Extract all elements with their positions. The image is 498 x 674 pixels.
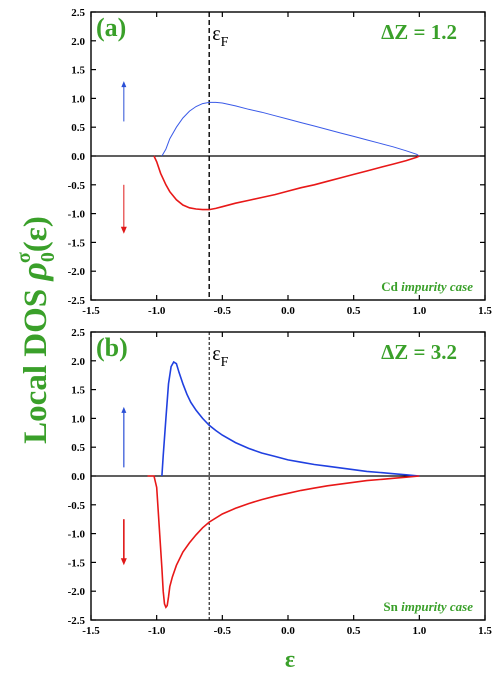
- x-tick-label: 0.5: [347, 305, 361, 317]
- y-axis-label: Local DOS ρ0σ(ε): [13, 216, 59, 444]
- fermi-level-label: εF: [212, 23, 228, 50]
- panel-label: (a): [96, 13, 126, 42]
- y-axis-label-sub: 0: [37, 252, 59, 262]
- x-axis-label: ε: [285, 647, 295, 673]
- spin-up-curve: [161, 101, 420, 157]
- spin-up-arrow-icon: [121, 81, 127, 122]
- y-tick-label: -0.5: [68, 500, 86, 512]
- y-tick-label: 2.5: [71, 327, 85, 339]
- spin-up-curve: [161, 360, 420, 477]
- y-tick-label: 1.5: [71, 385, 85, 397]
- x-tick-label: -0.5: [214, 305, 232, 317]
- y-tick-label: -1.5: [68, 557, 86, 569]
- x-tick-label: 1.0: [412, 625, 426, 637]
- impurity-case-label: Sn impurity case: [383, 599, 473, 614]
- y-tick-label: -2.0: [68, 266, 86, 278]
- y-tick-label: 2.5: [71, 7, 85, 19]
- spin-down-curve: [153, 155, 420, 211]
- x-tick-label: 1.5: [478, 305, 492, 317]
- y-tick-label: -0.5: [68, 180, 86, 192]
- x-tick-label: 0.0: [281, 305, 295, 317]
- x-tick-label: 0.0: [281, 625, 295, 637]
- panel-a: -2.5 -2.0 -1.5 -1.0 -0.5 0.0 0.5 1.0 1.5 2.0 2.5 -1…: [68, 7, 493, 317]
- y-tick-label: 2.0: [71, 356, 85, 368]
- x-tick-label: 0.5: [347, 625, 361, 637]
- y-tick-label: 0.0: [71, 471, 85, 483]
- y-axis-label-arg: (ε): [18, 216, 54, 252]
- y-axis-label-rho: ρ: [14, 262, 54, 282]
- y-tick-label: -1.0: [68, 209, 86, 221]
- panel-label: (b): [96, 333, 128, 362]
- impurity-case-label: Cd impurity case: [381, 279, 473, 294]
- fermi-level-label: εF: [212, 343, 228, 370]
- x-tick-label: -1.5: [82, 305, 100, 317]
- y-tick-label: -2.5: [68, 615, 86, 627]
- y-tick-label: 0.0: [71, 151, 85, 163]
- x-tick-label: -0.5: [214, 625, 232, 637]
- y-tick-label: 1.5: [71, 65, 85, 77]
- x-tick-label: -1.5: [82, 625, 100, 637]
- y-tick-label: 1.0: [71, 93, 85, 105]
- y-tick-label: 1.0: [71, 413, 85, 425]
- spin-down-arrow-icon: [120, 519, 127, 566]
- y-tick-label: -2.5: [68, 295, 86, 307]
- spin-up-arrow-icon: [121, 406, 127, 468]
- y-tick-label: -1.5: [68, 237, 86, 249]
- x-tick-label: 1.0: [412, 305, 426, 317]
- delta-z-annotation: ΔZ = 1.2: [381, 20, 457, 44]
- delta-z-annotation: ΔZ = 3.2: [381, 340, 457, 364]
- y-tick-label: 0.5: [71, 442, 85, 454]
- y-axis-label-main: Local DOS: [18, 281, 54, 444]
- y-tick-label: 2.0: [71, 36, 85, 48]
- x-tick-label: 1.5: [478, 625, 492, 637]
- x-tick-label: -1.0: [148, 305, 166, 317]
- panel-b: -2.5 -2.0 -1.5 -1.0 -0.5 0.0 0.5 1.0 1.5 2.0 2.5 -1…: [68, 327, 493, 637]
- y-tick-label: 0.5: [71, 122, 85, 134]
- spin-down-curve: [147, 475, 420, 609]
- spin-down-arrow-icon: [120, 184, 127, 234]
- y-tick-label: -1.0: [68, 529, 86, 541]
- x-tick-label: -1.0: [148, 625, 166, 637]
- y-tick-label: -2.0: [68, 586, 86, 598]
- y-axis-label-sup: σ: [13, 252, 35, 263]
